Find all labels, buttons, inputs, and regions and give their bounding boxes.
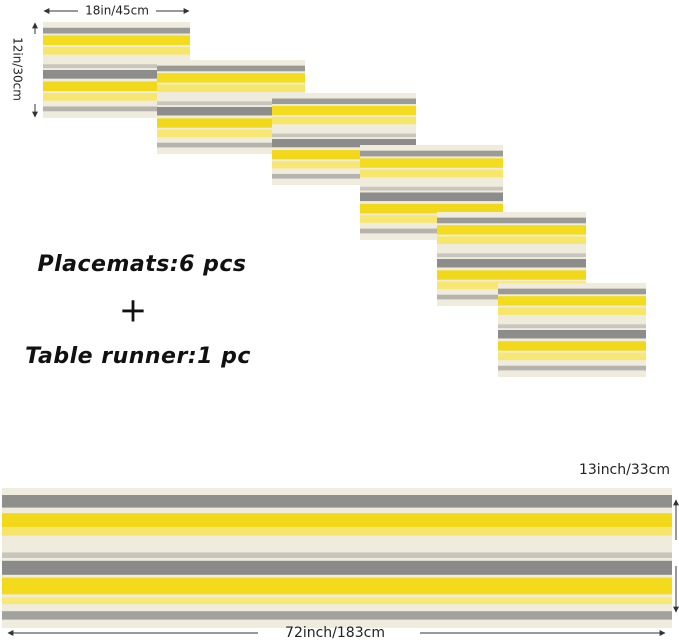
runner-caption: Table runner:1 pc [25, 344, 251, 369]
placemat-height: 12in/30cm [11, 37, 25, 101]
placemats-caption: Placemats:6 pcs [37, 252, 246, 277]
plus-sign: + [119, 291, 148, 331]
runner-height: 13inch/33cm [579, 462, 670, 478]
placemat-width: 18in/45cm [85, 4, 149, 18]
runner-width: 72inch/183cm [285, 625, 385, 641]
table-runner [2, 488, 672, 628]
placemat [498, 283, 646, 377]
